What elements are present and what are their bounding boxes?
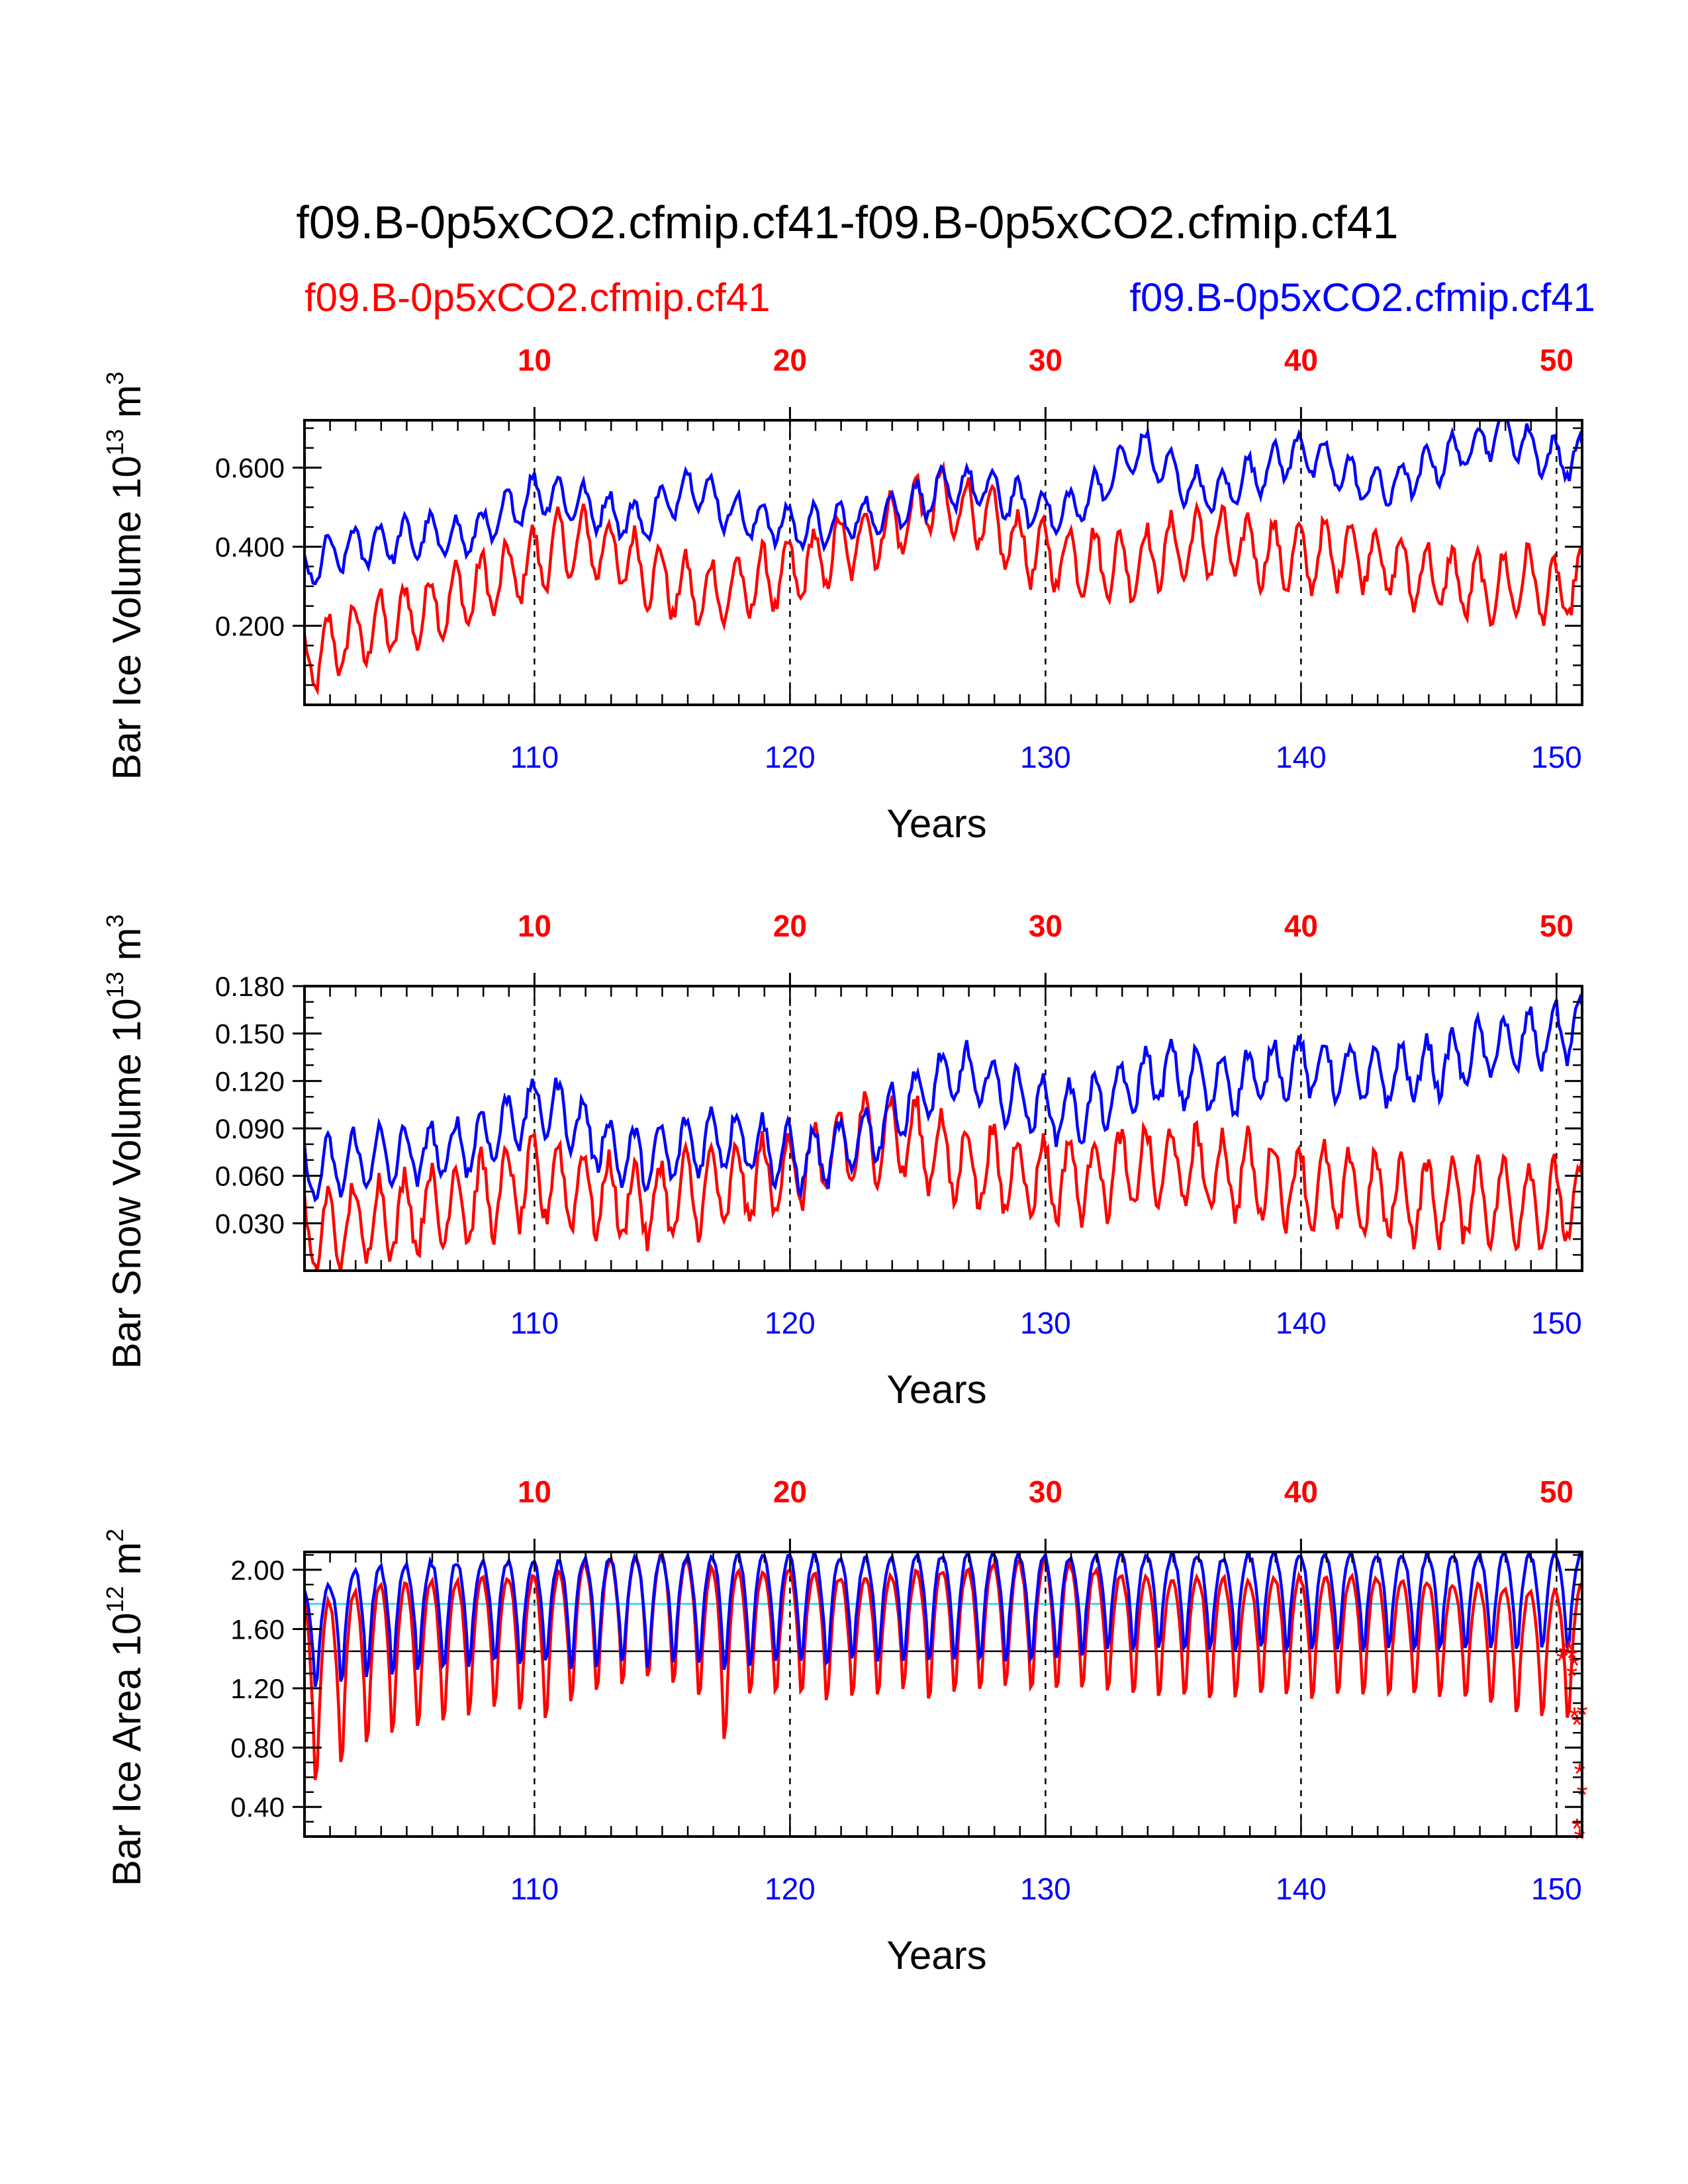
xtick-label-top: 50	[1540, 1475, 1573, 1509]
xtick-label-bottom: 110	[510, 740, 559, 774]
ytick-label: 0.180	[215, 971, 285, 1002]
series-line-red	[305, 461, 1582, 696]
ytick-label: 0.600	[215, 453, 285, 484]
y-axis-label: Bar Snow Volume 1013 m3	[101, 914, 149, 1369]
y-axis-label: Bar Ice Area 1012 m2	[101, 1529, 149, 1886]
ytick-label: 0.030	[215, 1208, 285, 1239]
xtick-label-bottom: 110	[510, 1306, 559, 1340]
figure-title: f09.B-0p5xCO2.cfmip.cf41-f09.B-0p5xCO2.c…	[296, 197, 1398, 248]
marker-point-5: *	[1566, 1660, 1577, 1692]
ytick-label: 0.120	[215, 1066, 285, 1097]
xtick-label-top: 30	[1029, 343, 1062, 377]
y-axis-label: Bar Ice Volume 1013 m3	[101, 371, 149, 780]
series-line-red	[305, 1553, 1582, 1780]
marker-point-1: *	[1558, 1639, 1570, 1672]
xtick-label-bottom: 150	[1531, 1306, 1582, 1340]
xtick-label-bottom: 130	[1020, 1872, 1071, 1906]
x-axis-label: Years	[886, 1933, 986, 1978]
panel-ice-volume: 0.200 0.400 0.600 110 120 130 140 150 10 20 30 40 50…	[101, 343, 1583, 846]
xtick-label-bottom: 140	[1276, 740, 1327, 774]
marker-point-0: *	[1556, 1645, 1568, 1678]
xtick-label-top: 20	[773, 343, 807, 377]
series-line-red	[305, 1091, 1582, 1271]
left-run-label: f09.B-0p5xCO2.cfmip.cf41	[305, 275, 771, 320]
xtick-label-bottom: 150	[1531, 1872, 1582, 1906]
ytick-label: 0.80	[230, 1733, 285, 1764]
ytick-label: 0.090	[215, 1113, 285, 1144]
ytick-label: 0.150	[215, 1019, 285, 1050]
xtick-label-bottom: 110	[510, 1872, 559, 1906]
xtick-label-top: 50	[1540, 343, 1573, 377]
panel-snow-volume: 0.030 0.060 0.090 0.120 0.150 0.180 110 120 130 1…	[101, 909, 1583, 1412]
xtick-label-bottom: 120	[765, 740, 816, 774]
series-line-blue	[305, 420, 1582, 586]
ytick-label: 1.20	[230, 1673, 285, 1704]
xtick-label-top: 30	[1029, 909, 1062, 943]
ytick-label: 2.00	[230, 1555, 285, 1586]
xtick-label-top: 10	[518, 343, 551, 377]
marker-point-2: *	[1564, 1635, 1575, 1667]
xtick-label-top: 30	[1029, 1475, 1062, 1509]
xtick-label-top: 20	[773, 909, 807, 943]
x-axis-label: Years	[886, 801, 986, 846]
ytick-label: 0.40	[230, 1792, 285, 1823]
x-axis-label: Years	[886, 1367, 986, 1412]
xtick-label-top: 20	[773, 1475, 807, 1509]
xtick-label-bottom: 140	[1276, 1872, 1327, 1906]
xtick-label-top: 40	[1284, 343, 1318, 377]
xtick-label-top: 50	[1540, 909, 1573, 943]
ytick-label: 1.60	[230, 1614, 285, 1645]
xtick-label-bottom: 130	[1020, 1306, 1071, 1340]
right-run-label: f09.B-0p5xCO2.cfmip.cf41	[1129, 275, 1595, 320]
ytick-label: 0.400	[215, 531, 285, 563]
series-line-blue	[305, 993, 1582, 1203]
xtick-label-top: 10	[518, 1475, 551, 1509]
xtick-label-bottom: 120	[765, 1872, 816, 1906]
xtick-label-bottom: 130	[1020, 740, 1071, 774]
xtick-label-top: 40	[1284, 909, 1318, 943]
marker-point-3: *	[1566, 1642, 1577, 1674]
xtick-label-bottom: 120	[765, 1306, 816, 1340]
marker-point-11: *	[1574, 1823, 1585, 1855]
panels: 0.200 0.400 0.600 110 120 130 140 150 10 20 30 40 50…	[101, 343, 1588, 1978]
xtick-label-top: 10	[518, 909, 551, 943]
xtick-label-top: 40	[1284, 1475, 1318, 1509]
ytick-label: 0.060	[215, 1161, 285, 1192]
ytick-label: 0.200	[215, 611, 285, 642]
xtick-label-bottom: 150	[1531, 740, 1582, 774]
xtick-label-bottom: 140	[1276, 1306, 1327, 1340]
